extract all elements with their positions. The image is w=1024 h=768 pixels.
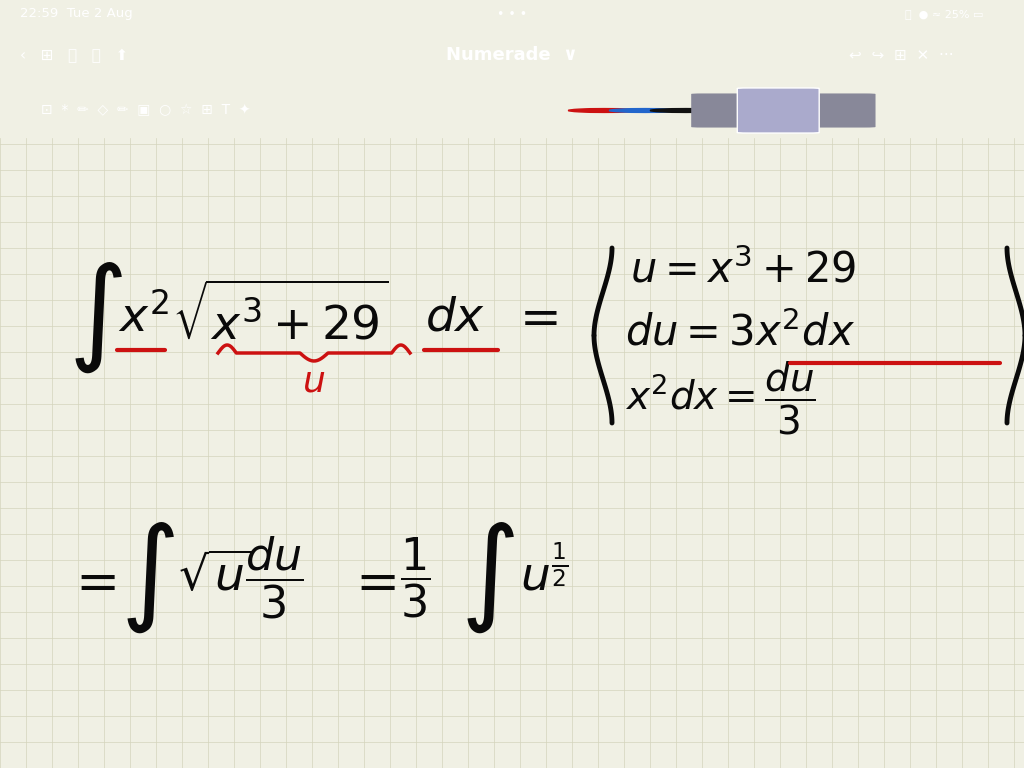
Text: $\int$: $\int$: [460, 521, 515, 635]
Text: Numerade  ∨: Numerade ∨: [446, 47, 578, 65]
Circle shape: [609, 108, 681, 112]
Text: $=$: $=$: [510, 293, 558, 343]
Text: $\int$: $\int$: [68, 260, 123, 376]
Text: $x^2$: $x^2$: [118, 294, 169, 342]
Text: $du = 3x^2dx$: $du = 3x^2dx$: [625, 312, 855, 354]
Text: ‹   ⊞   🔍   🔖   ⬆: ‹ ⊞ 🔍 🔖 ⬆: [20, 48, 129, 63]
FancyBboxPatch shape: [737, 88, 819, 133]
Text: $\dfrac{du}{3}$: $\dfrac{du}{3}$: [245, 535, 303, 621]
Text: ⏺  ● ≈ 25% ▭: ⏺ ● ≈ 25% ▭: [904, 9, 983, 19]
FancyBboxPatch shape: [742, 94, 814, 127]
Circle shape: [568, 108, 640, 112]
FancyBboxPatch shape: [804, 94, 876, 127]
Text: ↩  ↪  ⊞  ✕  ···: ↩ ↪ ⊞ ✕ ···: [849, 48, 953, 63]
Text: $u^{\frac{1}{2}}$: $u^{\frac{1}{2}}$: [520, 548, 568, 601]
FancyBboxPatch shape: [691, 94, 763, 127]
Text: $u = x^3+29$: $u = x^3+29$: [630, 249, 856, 291]
Text: $=$: $=$: [345, 558, 396, 608]
Text: 22:59  Tue 2 Aug: 22:59 Tue 2 Aug: [20, 8, 133, 21]
Text: $dx$: $dx$: [425, 296, 485, 341]
Text: $x^2dx = \dfrac{du}{3}$: $x^2dx = \dfrac{du}{3}$: [625, 359, 816, 436]
Text: $\sqrt{x^3+29}$: $\sqrt{x^3+29}$: [172, 286, 388, 350]
Text: $\sqrt{u}$: $\sqrt{u}$: [178, 554, 252, 601]
Text: • • •: • • •: [497, 8, 527, 21]
Text: ⊡  *  ✏  ◇  ✏  ▣  ○  ☆  ⊞  T  ✦: ⊡ * ✏ ◇ ✏ ▣ ○ ☆ ⊞ T ✦: [41, 104, 251, 118]
Circle shape: [650, 108, 722, 112]
Text: $u$: $u$: [302, 364, 326, 398]
Text: $\int$: $\int$: [120, 521, 175, 635]
Text: $\dfrac{1}{3}$: $\dfrac{1}{3}$: [400, 535, 430, 621]
Text: $=$: $=$: [65, 558, 116, 608]
